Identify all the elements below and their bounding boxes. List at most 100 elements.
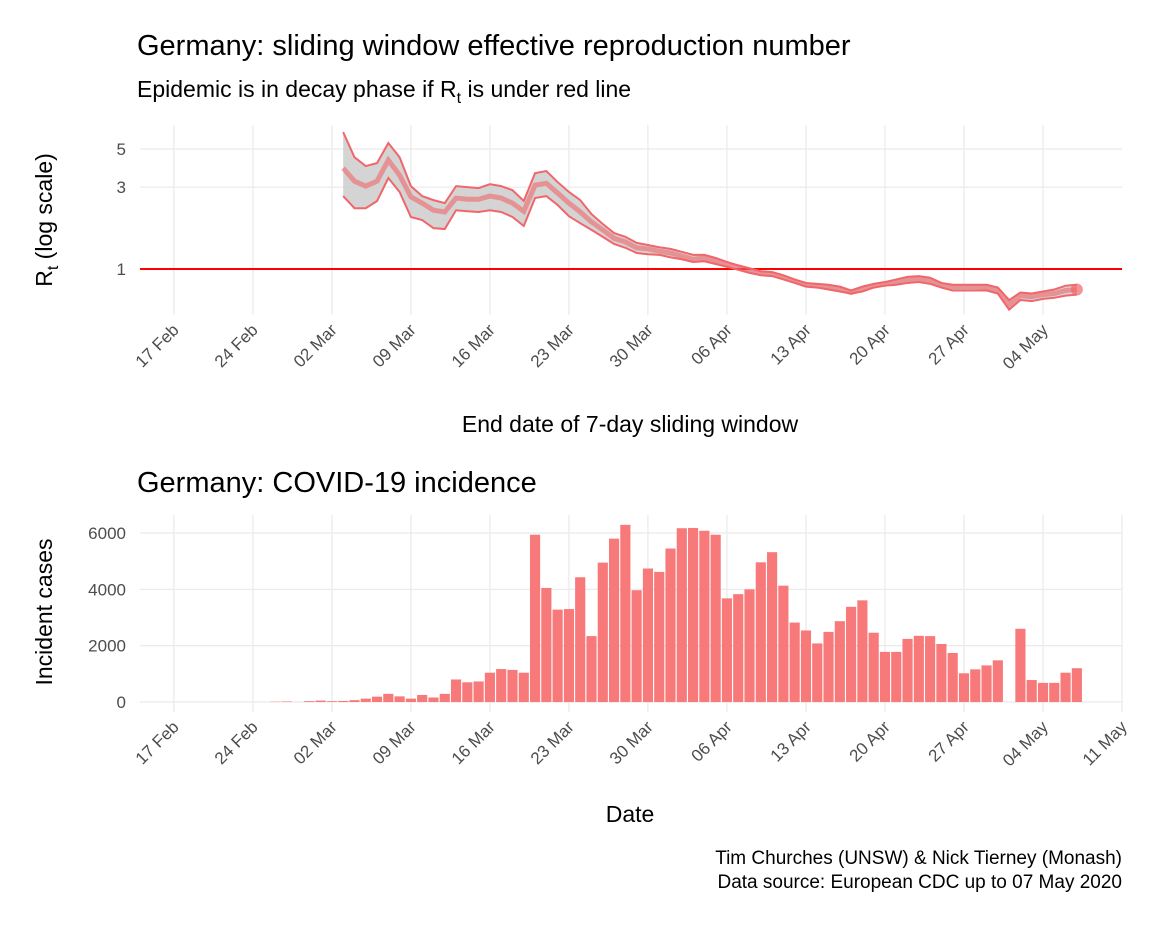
x-tick-label: 16 Mar (448, 717, 499, 768)
confidence-band (343, 132, 1077, 310)
x-tick-label: 23 Mar (527, 717, 578, 768)
x-tick-label: 17 Feb (132, 717, 183, 768)
y-tick-label: 5 (117, 140, 126, 159)
bar (338, 701, 348, 702)
bar (790, 623, 800, 702)
x-tick-label: 09 Mar (369, 320, 420, 371)
bar (564, 609, 574, 702)
bar (767, 552, 777, 702)
bar (451, 679, 461, 702)
bar (496, 669, 506, 702)
bar (914, 636, 924, 702)
bar (395, 696, 405, 702)
bar (620, 525, 630, 702)
bar (349, 700, 359, 702)
bar (316, 701, 326, 702)
caption: Data source: European CDC up to 07 May 2… (717, 872, 1122, 893)
x-tick-label: 30 Mar (606, 320, 657, 371)
bar (959, 673, 969, 702)
bar (462, 682, 472, 702)
bar (835, 621, 845, 702)
ylabel-part: R (31, 270, 57, 287)
bar (553, 610, 563, 702)
bar (575, 577, 585, 702)
bar (744, 589, 754, 702)
bar (891, 652, 901, 702)
chart-subtitle: Epidemic is in decay phase if Rt is unde… (137, 76, 631, 107)
y-tick-label: 2000 (88, 637, 126, 656)
bar (383, 694, 393, 702)
bar (688, 528, 698, 702)
caption: Tim Churches (UNSW) & Nick Tierney (Mona… (715, 848, 1122, 869)
x-tick-label: 16 Mar (448, 320, 499, 371)
bar (711, 535, 721, 702)
bar (902, 639, 912, 702)
bar (327, 701, 337, 702)
bar (1038, 683, 1048, 702)
bar (801, 630, 811, 702)
bar (857, 600, 867, 702)
bar (586, 636, 596, 702)
bar (880, 652, 890, 702)
bar (1049, 683, 1059, 702)
x-tick-label: 06 Apr (688, 320, 736, 368)
subtitle-part: Epidemic is in decay phase if R (137, 76, 457, 102)
bar (1060, 673, 1070, 702)
x-tick-label: 04 May (999, 320, 1052, 373)
x-tick-label: 13 Apr (767, 320, 815, 368)
bar (1015, 629, 1025, 702)
chart-title: Germany: sliding window effective reprod… (137, 30, 851, 62)
bar (417, 695, 427, 702)
bar (722, 598, 732, 702)
x-tick-label: 17 Feb (132, 320, 183, 371)
x-axis-title: Date (606, 801, 655, 827)
y-axis-title: Incident cases (31, 538, 57, 685)
bar (428, 697, 438, 702)
bar (541, 588, 551, 702)
x-tick-label: 02 Mar (290, 320, 341, 371)
bar (372, 697, 382, 702)
bar (846, 607, 856, 702)
subtitle-part: is under red line (461, 76, 631, 102)
bar (970, 669, 980, 702)
x-tick-label: 30 Mar (606, 717, 657, 768)
bar (665, 549, 675, 702)
bar (869, 633, 879, 702)
x-tick-label: 11 May (1079, 717, 1131, 769)
x-tick-label: 02 Mar (290, 717, 341, 768)
ylabel-part: (log scale) (31, 153, 57, 265)
bar (1072, 668, 1082, 702)
bar (643, 569, 653, 702)
bar (1027, 680, 1037, 702)
bar (925, 636, 935, 702)
x-tick-label: 20 Apr (846, 320, 894, 368)
x-tick-label: 13 Apr (767, 717, 815, 765)
x-tick-label: 27 Apr (925, 320, 973, 368)
bar (823, 632, 833, 702)
bar (507, 670, 517, 702)
bar (474, 681, 484, 702)
x-tick-label: 04 May (999, 717, 1052, 770)
y-tick-label: 1 (117, 260, 126, 279)
bar (936, 644, 946, 702)
bar (519, 673, 529, 702)
mean-line (343, 160, 1077, 305)
x-tick-label: 20 Apr (846, 717, 894, 765)
bar (485, 673, 495, 702)
bar (733, 594, 743, 702)
x-tick-label: 23 Mar (527, 320, 578, 371)
bar (981, 665, 991, 702)
x-tick-label: 24 Feb (211, 320, 262, 371)
bar (812, 643, 822, 702)
bar (699, 531, 709, 702)
chart-title: Germany: COVID-19 incidence (137, 467, 537, 499)
bar (609, 539, 619, 702)
y-tick-label: 6000 (88, 524, 126, 543)
bar (530, 535, 540, 702)
x-tick-label: 27 Apr (925, 717, 973, 765)
x-tick-label: 06 Apr (688, 717, 736, 765)
y-tick-label: 3 (117, 178, 126, 197)
bar (304, 701, 314, 702)
